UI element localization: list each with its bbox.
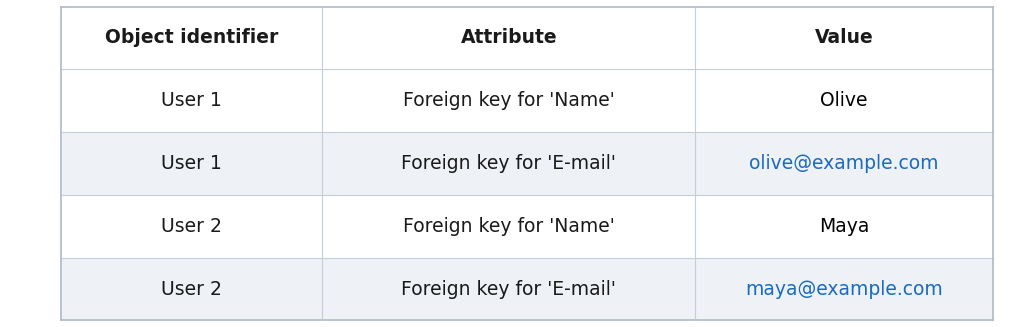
Bar (61, 195, 993, 258)
Text: Foreign key for 'Name': Foreign key for 'Name' (402, 91, 614, 110)
Text: Foreign key for 'E-mail': Foreign key for 'E-mail' (401, 280, 616, 299)
Text: olive@example.com: olive@example.com (750, 154, 939, 173)
Bar (61, 132, 993, 195)
Bar (61, 7, 993, 69)
Text: Object identifier: Object identifier (105, 28, 279, 47)
Text: Foreign key for 'Name': Foreign key for 'Name' (402, 217, 614, 236)
Text: User 2: User 2 (162, 217, 222, 236)
Bar (61, 69, 993, 132)
Text: User 1: User 1 (162, 154, 222, 173)
Text: Attribute: Attribute (461, 28, 557, 47)
Text: Foreign key for 'E-mail': Foreign key for 'E-mail' (401, 154, 616, 173)
Text: User 1: User 1 (162, 91, 222, 110)
Text: Olive: Olive (820, 91, 868, 110)
Bar (61, 258, 993, 320)
Text: maya@example.com: maya@example.com (745, 280, 943, 299)
Text: Maya: Maya (819, 217, 869, 236)
Text: Value: Value (815, 28, 873, 47)
Text: User 2: User 2 (162, 280, 222, 299)
